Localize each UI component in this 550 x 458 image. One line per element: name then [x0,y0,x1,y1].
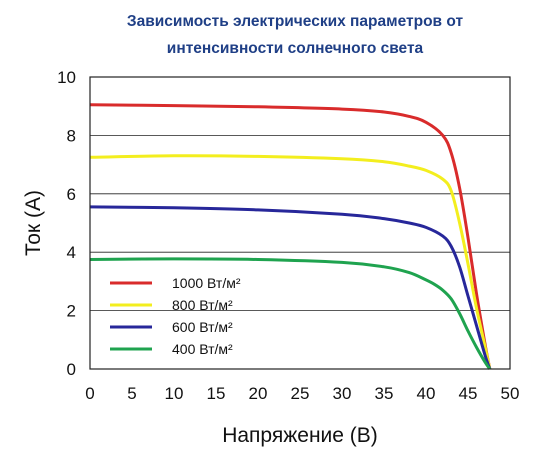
x-tick-label: 40 [417,384,436,403]
x-tick-labels: 0 5 10 15 20 25 30 35 40 45 50 [85,384,519,403]
x-tick-label: 0 [85,384,94,403]
x-tick-label: 10 [165,384,184,403]
y-axis-label: Ток (А) [22,190,45,256]
legend-label-3: 600 Вт/м² [172,319,233,335]
x-tick-label: 45 [459,384,478,403]
legend: 1000 Вт/м² 800 Вт/м² 600 Вт/м² 400 Вт/м² [110,275,241,357]
series-line-4 [89,257,492,370]
x-tick-label: 50 [501,384,520,403]
y-tick-label: 2 [67,302,76,321]
x-tick-label: 25 [291,384,310,403]
x-tick-label: 5 [127,384,136,403]
series-line-1 [89,103,492,370]
x-tick-label: 20 [249,384,268,403]
chart-title-line-2: интенсивности солнечного света [166,40,424,57]
y-tick-label: 6 [67,185,76,204]
y-tick-label: 8 [67,126,76,145]
grid-lines [90,134,510,312]
legend-label-2: 800 Вт/м² [172,297,233,313]
y-tick-label: 4 [67,243,76,262]
x-tick-label: 15 [207,384,226,403]
y-tick-labels: 0 2 4 6 8 10 [57,68,76,379]
y-tick-label: 0 [67,360,76,379]
legend-label-1: 1000 Вт/м² [172,275,241,291]
series-lines [89,103,492,370]
chart-title-line-1: Зависимость электрических параметров от [126,13,464,30]
x-tick-label: 35 [375,384,394,403]
x-tick-label: 30 [333,384,352,403]
legend-label-4: 400 Вт/м² [172,341,233,357]
series-line-3 [89,205,492,370]
y-tick-label: 10 [57,68,76,87]
series-line-2 [89,154,492,370]
chart-title: Зависимость электрических параметров от … [0,8,550,62]
x-axis-label: Напряжение (В) [222,424,378,447]
plot-frame [89,76,511,370]
